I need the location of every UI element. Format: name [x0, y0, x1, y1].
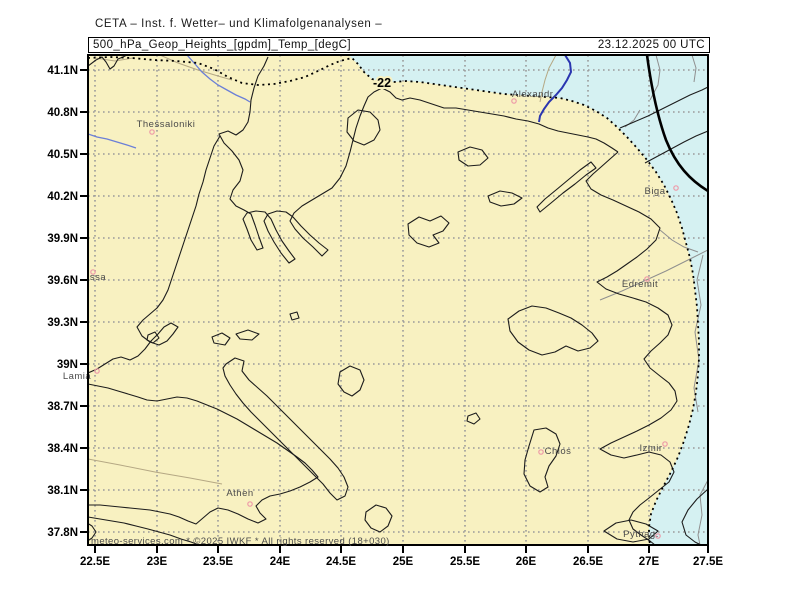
lon-tick-label: 27E — [639, 556, 660, 568]
lon-tick-label: 23E — [147, 556, 168, 568]
river-aliakmonas — [88, 133, 137, 149]
lon-tick-label: 26.5E — [573, 556, 603, 568]
river-axios — [186, 55, 251, 103]
city-label: Pythag. — [623, 529, 659, 540]
city-marker — [94, 368, 100, 374]
lat-tick-label: 41.1N — [47, 65, 78, 77]
lon-tick-label: 24.5E — [326, 556, 356, 568]
city-label: Thessaloniki — [137, 119, 196, 130]
city-label: Lamia — [63, 371, 92, 382]
lat-tick-label: 40.5N — [47, 149, 78, 161]
city-marker — [655, 533, 661, 539]
city-marker — [644, 276, 650, 282]
city-marker — [149, 129, 155, 135]
lon-tick-label: 23.5E — [203, 556, 233, 568]
lat-tick-label: 38.4N — [47, 443, 78, 455]
chart-datetime-label: 23.12.2025 00 UTC — [597, 39, 705, 51]
city-marker — [247, 501, 253, 507]
city-label: ssa — [90, 272, 107, 283]
lon-tick-label: 22.5E — [80, 556, 110, 568]
lon-tick-label: 24E — [270, 556, 291, 568]
city-label: Chios — [545, 446, 572, 457]
lat-tick-label: 39.6N — [47, 275, 78, 287]
city-label: Edremit — [622, 279, 658, 290]
lat-tick-label: 38.1N — [47, 485, 78, 497]
coastlines — [88, 55, 708, 545]
attribution-text: meteo-services.com * ©2025 IWKF * All ri… — [91, 536, 390, 547]
land-fill — [88, 55, 708, 545]
lon-tick-label: 26E — [516, 556, 537, 568]
map-frame — [87, 54, 709, 546]
isotherm-minus22-line — [88, 56, 700, 545]
city-label: Athen — [226, 488, 253, 499]
city-marker — [90, 269, 96, 275]
chart-header-bar: 500_hPa_Geop_Heights_[gpdm]_Temp_[degC] … — [88, 37, 710, 53]
city-label: Biga — [644, 186, 665, 197]
lat-tick-label: 39.9N — [47, 233, 78, 245]
city-label: Izmir — [639, 443, 662, 454]
city-marker — [511, 98, 517, 104]
graticule-grid — [88, 55, 708, 545]
isotherm-value-label: -22 — [373, 76, 391, 90]
lat-tick-label: 38.7N — [47, 401, 78, 413]
lat-tick-label: 40.8N — [47, 107, 78, 119]
city-label: Alexandr. — [512, 89, 556, 100]
rivers — [88, 55, 573, 149]
chart-product-label: 500_hPa_Geop_Heights_[gpdm]_Temp_[degC] — [93, 39, 351, 51]
lon-tick-label: 25.5E — [450, 556, 480, 568]
page-title: CETA – Inst. f. Wetter– und Klimafolgena… — [95, 18, 383, 30]
city-marker — [538, 449, 544, 455]
city-marker — [662, 441, 668, 447]
geopotential-contour — [645, 55, 708, 193]
lon-tick-label: 27.5E — [693, 556, 723, 568]
city-marker — [673, 185, 679, 191]
lat-tick-label: 39N — [57, 359, 78, 371]
lat-tick-label: 37.8N — [47, 527, 78, 539]
lat-tick-label: 39.3N — [47, 317, 78, 329]
river-evros — [538, 55, 573, 123]
lat-tick-label: 40.2N — [47, 191, 78, 203]
lon-tick-label: 25E — [393, 556, 414, 568]
